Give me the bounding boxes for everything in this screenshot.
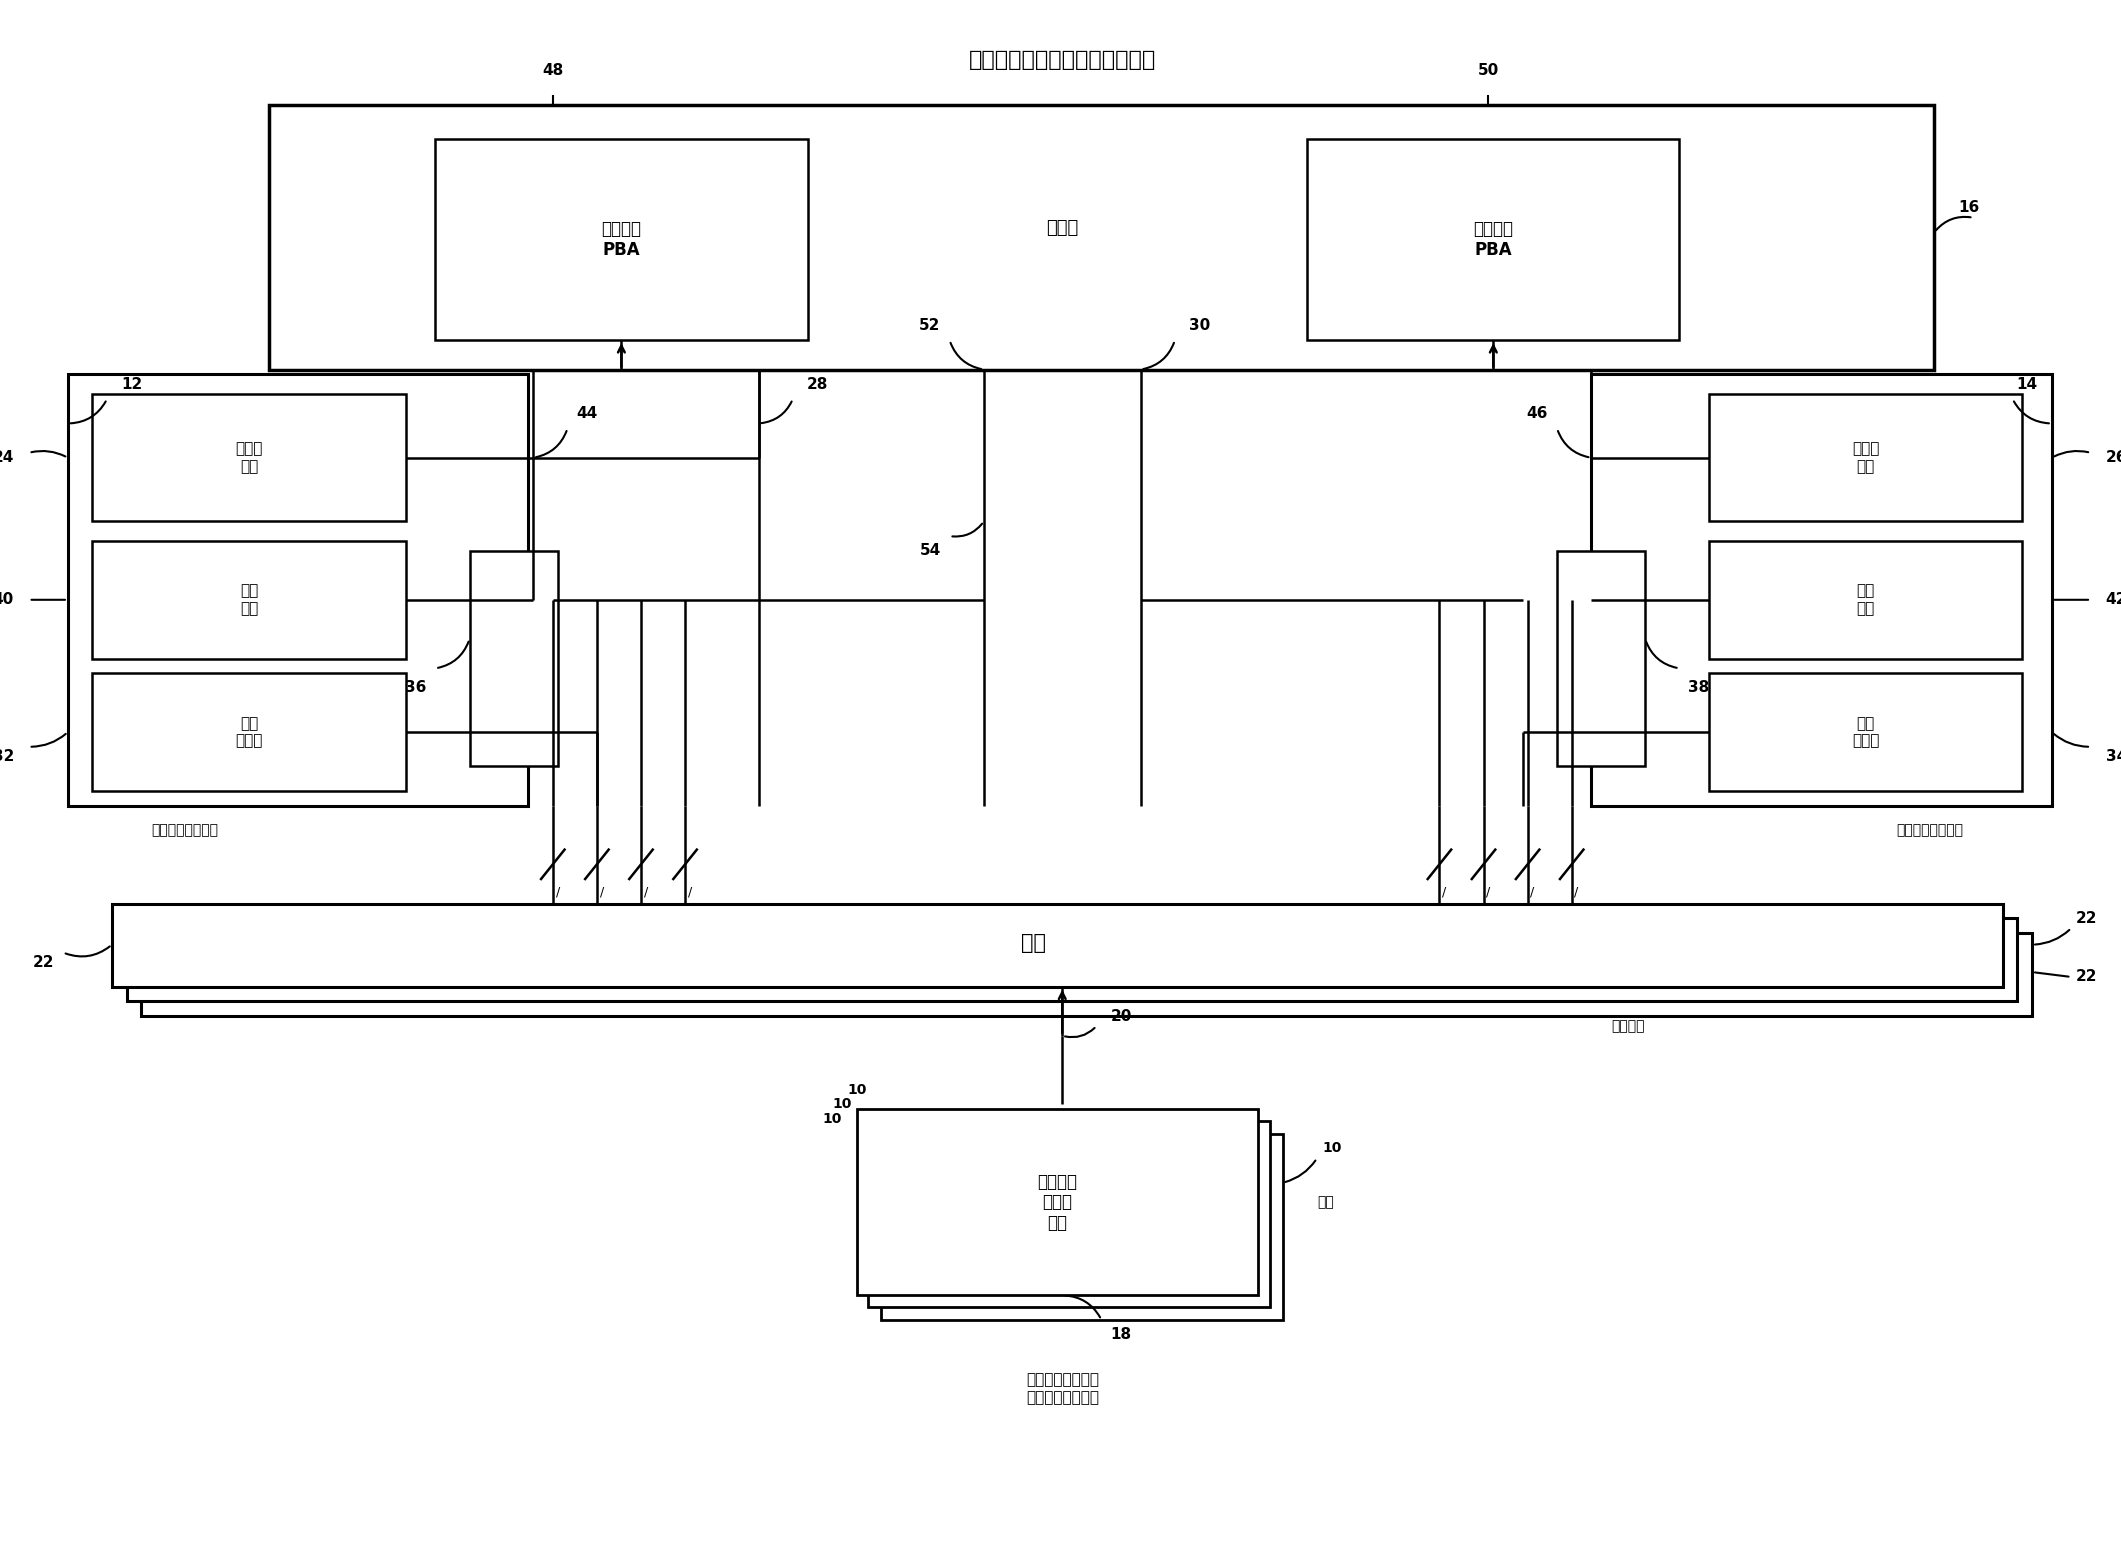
Text: 10: 10 bbox=[831, 1098, 853, 1112]
Bar bbox=[142, 933, 2032, 1016]
Text: 16: 16 bbox=[1958, 200, 1979, 216]
Text: 44: 44 bbox=[577, 406, 598, 421]
Text: /: / bbox=[645, 885, 649, 899]
Text: 30: 30 bbox=[1188, 318, 1211, 334]
Text: 42: 42 bbox=[2106, 592, 2121, 608]
Text: 主飞行员
PBA: 主飞行员 PBA bbox=[602, 221, 641, 258]
Text: 接口: 接口 bbox=[1020, 933, 1046, 952]
Bar bbox=[867, 1121, 1270, 1308]
Text: 12: 12 bbox=[121, 377, 142, 392]
Text: 冗余接口: 冗余接口 bbox=[1610, 1019, 1644, 1034]
Text: 40: 40 bbox=[0, 592, 15, 608]
Bar bbox=[857, 1109, 1258, 1295]
Bar bbox=[1307, 139, 1680, 340]
Text: /: / bbox=[1574, 885, 1578, 899]
Bar bbox=[68, 374, 528, 805]
Text: 20: 20 bbox=[1111, 1009, 1133, 1024]
Text: 配平
按钮: 配平 按钮 bbox=[240, 584, 259, 615]
Bar bbox=[93, 673, 405, 791]
Text: 46: 46 bbox=[1527, 406, 1548, 421]
Bar bbox=[1557, 551, 1646, 766]
Text: 50: 50 bbox=[1478, 63, 1500, 78]
Text: 10: 10 bbox=[1321, 1142, 1340, 1156]
Text: 飞行控制计算机或
飞行控制电子器件: 飞行控制计算机或 飞行控制电子器件 bbox=[1027, 1372, 1099, 1405]
Text: 飞行员用侧操纵杆: 飞行员用侧操纵杆 bbox=[151, 824, 218, 836]
Text: 位置
传感器: 位置 传感器 bbox=[235, 716, 263, 749]
Text: /: / bbox=[556, 885, 560, 899]
Text: 飞行员用侧操纵杆: 飞行员用侧操纵杆 bbox=[1896, 824, 1964, 836]
Bar bbox=[93, 395, 405, 521]
Bar bbox=[880, 1134, 1283, 1320]
Bar bbox=[435, 139, 808, 340]
Text: 优先级
按钮: 优先级 按钮 bbox=[1852, 442, 1879, 474]
Text: 32: 32 bbox=[0, 749, 15, 764]
Bar bbox=[269, 105, 1934, 370]
Text: 配平
按钮: 配平 按钮 bbox=[1856, 584, 1875, 615]
Text: 36: 36 bbox=[405, 681, 426, 695]
Bar bbox=[1710, 540, 2021, 659]
Text: 用于侧操纵杆优先级信号的架构: 用于侧操纵杆优先级信号的架构 bbox=[969, 50, 1156, 70]
Bar bbox=[469, 551, 558, 766]
Text: 位置
传感器: 位置 传感器 bbox=[1852, 716, 1879, 749]
Text: 优先级
按钮: 优先级 按钮 bbox=[235, 442, 263, 474]
Bar bbox=[112, 904, 2002, 987]
Text: /: / bbox=[687, 885, 691, 899]
Text: 侧操纵杆
优先级
逻辑: 侧操纵杆 优先级 逻辑 bbox=[1037, 1173, 1077, 1232]
Text: 14: 14 bbox=[2017, 377, 2038, 392]
Bar bbox=[1710, 673, 2021, 791]
Text: 遮光板: 遮光板 bbox=[1046, 219, 1080, 236]
Text: /: / bbox=[1487, 885, 1491, 899]
Text: 22: 22 bbox=[2074, 969, 2098, 985]
Text: /: / bbox=[600, 885, 604, 899]
Bar bbox=[93, 540, 405, 659]
Text: 18: 18 bbox=[1111, 1326, 1133, 1342]
Text: 34: 34 bbox=[2106, 749, 2121, 764]
Text: 22: 22 bbox=[2074, 911, 2098, 926]
Text: 22: 22 bbox=[32, 955, 55, 969]
Text: 48: 48 bbox=[543, 63, 564, 78]
Bar bbox=[1591, 374, 2051, 805]
Text: 26: 26 bbox=[2106, 451, 2121, 465]
Text: 38: 38 bbox=[1688, 681, 1710, 695]
Bar bbox=[127, 918, 2017, 1002]
Text: 冗余: 冗余 bbox=[1317, 1195, 1334, 1209]
Text: 52: 52 bbox=[918, 318, 942, 334]
Text: 副飞行员
PBA: 副飞行员 PBA bbox=[1474, 221, 1512, 258]
Text: /: / bbox=[1442, 885, 1447, 899]
Bar bbox=[1710, 395, 2021, 521]
Text: 10: 10 bbox=[823, 1112, 842, 1126]
Text: 28: 28 bbox=[806, 377, 827, 392]
Text: 54: 54 bbox=[918, 543, 940, 559]
Text: /: / bbox=[1531, 885, 1536, 899]
Text: 10: 10 bbox=[846, 1082, 865, 1096]
Text: 24: 24 bbox=[0, 451, 15, 465]
